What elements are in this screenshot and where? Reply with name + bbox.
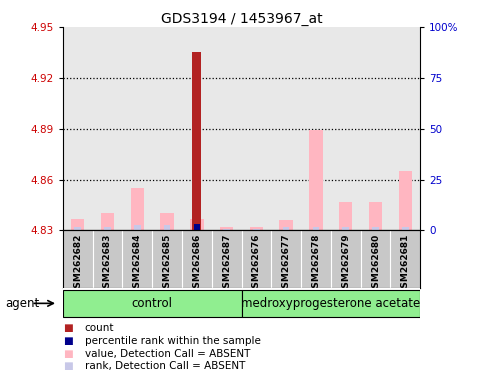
Text: ■: ■	[63, 336, 72, 346]
Bar	[220, 227, 233, 230]
Text: count: count	[85, 323, 114, 333]
Text: ■: ■	[63, 361, 72, 371]
Text: GSM262687: GSM262687	[222, 233, 231, 294]
Text: GSM262682: GSM262682	[73, 233, 82, 294]
Text: GSM262678: GSM262678	[312, 233, 320, 294]
Bar	[372, 227, 379, 230]
Bar	[369, 202, 382, 230]
Bar	[130, 188, 144, 230]
Text: rank, Detection Call = ABSENT: rank, Detection Call = ABSENT	[85, 361, 245, 371]
Bar	[194, 223, 200, 230]
Text: agent: agent	[5, 297, 39, 310]
Bar	[313, 227, 319, 230]
Text: control: control	[132, 297, 172, 310]
Text: GSM262684: GSM262684	[133, 233, 142, 294]
Text: GSM262679: GSM262679	[341, 233, 350, 294]
Bar	[104, 227, 111, 230]
Text: ■: ■	[63, 349, 72, 359]
Bar	[164, 225, 170, 230]
Text: GSM262677: GSM262677	[282, 233, 291, 294]
Bar	[71, 218, 85, 230]
Text: GSM262680: GSM262680	[371, 233, 380, 293]
Bar	[223, 229, 230, 230]
Bar	[250, 227, 263, 230]
Text: GSM262685: GSM262685	[163, 233, 171, 294]
Bar	[253, 229, 260, 230]
Bar	[190, 218, 203, 230]
Bar	[101, 214, 114, 230]
Bar	[63, 290, 242, 317]
Bar	[74, 227, 81, 230]
Bar	[134, 225, 141, 230]
Bar	[160, 214, 174, 230]
Text: percentile rank within the sample: percentile rank within the sample	[85, 336, 260, 346]
Text: value, Detection Call = ABSENT: value, Detection Call = ABSENT	[85, 349, 250, 359]
Bar	[402, 227, 409, 230]
Bar	[283, 227, 289, 230]
Text: GSM262681: GSM262681	[401, 233, 410, 294]
Title: GDS3194 / 1453967_at: GDS3194 / 1453967_at	[161, 12, 322, 26]
Bar	[342, 227, 349, 230]
Text: GSM262676: GSM262676	[252, 233, 261, 294]
Bar	[242, 290, 420, 317]
Text: medroxyprogesterone acetate: medroxyprogesterone acetate	[241, 297, 421, 310]
Bar	[280, 220, 293, 230]
Bar	[339, 202, 353, 230]
Bar	[194, 223, 200, 230]
Text: ■: ■	[63, 323, 72, 333]
Text: GSM262686: GSM262686	[192, 233, 201, 294]
Text: GSM262683: GSM262683	[103, 233, 112, 294]
Bar	[192, 52, 201, 230]
Bar	[309, 130, 323, 230]
Bar	[398, 171, 412, 230]
